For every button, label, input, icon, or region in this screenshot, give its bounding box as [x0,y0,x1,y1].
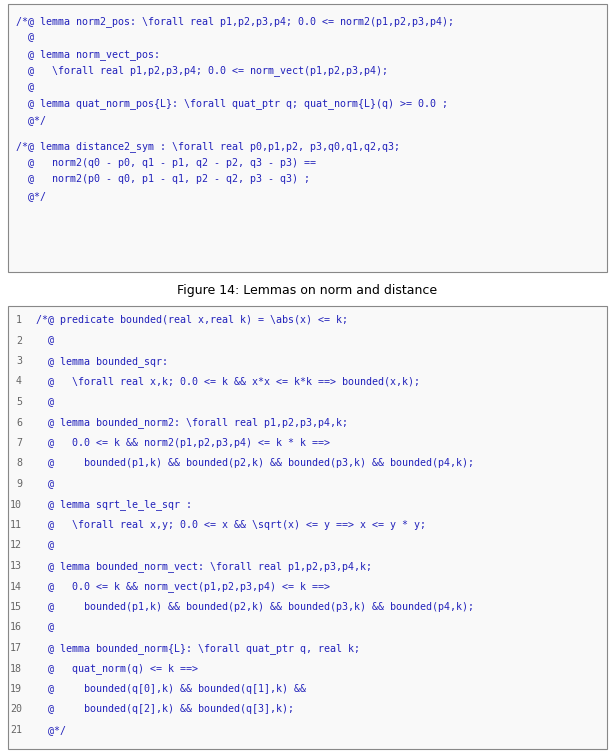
Text: 2: 2 [16,335,22,345]
Text: @ lemma quat_norm_pos{L}: \forall quat_ptr q; quat_norm{L}(q) >= 0.0 ;: @ lemma quat_norm_pos{L}: \forall quat_p… [16,99,448,109]
Text: 5: 5 [16,397,22,407]
Text: @: @ [36,335,54,345]
Text: @: @ [36,541,54,550]
Text: @ lemma bounded_sqr:: @ lemma bounded_sqr: [36,356,168,367]
Text: /*@ lemma norm2_pos: \forall real p1,p2,p3,p4; 0.0 <= norm2(p1,p2,p3,p4);: /*@ lemma norm2_pos: \forall real p1,p2,… [16,16,454,27]
Text: 19: 19 [10,684,22,694]
Text: 8: 8 [16,459,22,468]
Text: 13: 13 [10,561,22,571]
Text: 10: 10 [10,499,22,510]
Text: @     bounded(q[0],k) && bounded(q[1],k) &&: @ bounded(q[0],k) && bounded(q[1],k) && [36,684,306,694]
Text: @   norm2(q0 - p0, q1 - p1, q2 - p2, q3 - p3) ==: @ norm2(q0 - p0, q1 - p1, q2 - p2, q3 - … [16,158,316,168]
Text: 21: 21 [10,725,22,735]
Text: @ lemma sqrt_le_le_sqr :: @ lemma sqrt_le_le_sqr : [36,499,192,511]
Text: 18: 18 [10,663,22,674]
Bar [8,306,607,749]
Text: 20: 20 [10,705,22,714]
Text: 11: 11 [10,520,22,530]
Text: 16: 16 [10,623,22,632]
Text: @   \forall real x,k; 0.0 <= k && x*x <= k*k ==> bounded(x,k);: @ \forall real x,k; 0.0 <= k && x*x <= k… [36,377,420,387]
Text: @     bounded(p1,k) && bounded(p2,k) && bounded(p3,k) && bounded(p4,k);: @ bounded(p1,k) && bounded(p2,k) && boun… [36,459,474,468]
Text: 4: 4 [16,377,22,387]
Text: 1: 1 [16,315,22,325]
Text: @*/: @*/ [16,191,46,201]
Text: @   0.0 <= k && norm2(p1,p2,p3,p4) <= k * k ==>: @ 0.0 <= k && norm2(p1,p2,p3,p4) <= k * … [36,438,330,448]
Text: /*@ predicate bounded(real x,real k) = \abs(x) <= k;: /*@ predicate bounded(real x,real k) = \… [36,315,348,325]
Text: Figure 14: Lemmas on norm and distance: Figure 14: Lemmas on norm and distance [178,284,437,297]
Text: @: @ [16,82,34,92]
Text: @   0.0 <= k && norm_vect(p1,p2,p3,p4) <= k ==>: @ 0.0 <= k && norm_vect(p1,p2,p3,p4) <= … [36,581,330,593]
Text: 3: 3 [16,356,22,366]
Text: @     bounded(q[2],k) && bounded(q[3],k);: @ bounded(q[2],k) && bounded(q[3],k); [36,705,294,714]
Text: @: @ [16,32,34,43]
Text: @ lemma bounded_norm_vect: \forall real p1,p2,p3,p4,k;: @ lemma bounded_norm_vect: \forall real … [36,561,372,572]
Text: @ lemma norm_vect_pos:: @ lemma norm_vect_pos: [16,49,160,60]
Text: 7: 7 [16,438,22,448]
Text: 12: 12 [10,541,22,550]
Text: @: @ [36,623,54,632]
Text: 15: 15 [10,602,22,612]
Text: @   \forall real x,y; 0.0 <= x && \sqrt(x) <= y ==> x <= y * y;: @ \forall real x,y; 0.0 <= x && \sqrt(x)… [36,520,426,530]
Bar [8,4,607,272]
Text: @ lemma bounded_norm2: \forall real p1,p2,p3,p4,k;: @ lemma bounded_norm2: \forall real p1,p… [36,417,348,429]
Text: @   \forall real p1,p2,p3,p4; 0.0 <= norm_vect(p1,p2,p3,p4);: @ \forall real p1,p2,p3,p4; 0.0 <= norm_… [16,65,388,77]
Text: 14: 14 [10,581,22,592]
Text: @ lemma bounded_norm{L}: \forall quat_ptr q, real k;: @ lemma bounded_norm{L}: \forall quat_pt… [36,643,360,654]
Text: @     bounded(p1,k) && bounded(p2,k) && bounded(p3,k) && bounded(p4,k);: @ bounded(p1,k) && bounded(p2,k) && boun… [36,602,474,612]
Text: @: @ [36,397,54,407]
Text: @   norm2(p0 - q0, p1 - q1, p2 - q2, p3 - q3) ;: @ norm2(p0 - q0, p1 - q1, p2 - q2, p3 - … [16,174,310,184]
Text: @: @ [36,479,54,489]
Text: @*/: @*/ [36,725,66,735]
Text: @*/: @*/ [16,115,46,125]
Text: 17: 17 [10,643,22,653]
Text: 6: 6 [16,417,22,427]
Text: 9: 9 [16,479,22,489]
Text: /*@ lemma distance2_sym : \forall real p0,p1,p2, p3,q0,q1,q2,q3;: /*@ lemma distance2_sym : \forall real p… [16,141,400,153]
Text: @   quat_norm(q) <= k ==>: @ quat_norm(q) <= k ==> [36,663,198,675]
